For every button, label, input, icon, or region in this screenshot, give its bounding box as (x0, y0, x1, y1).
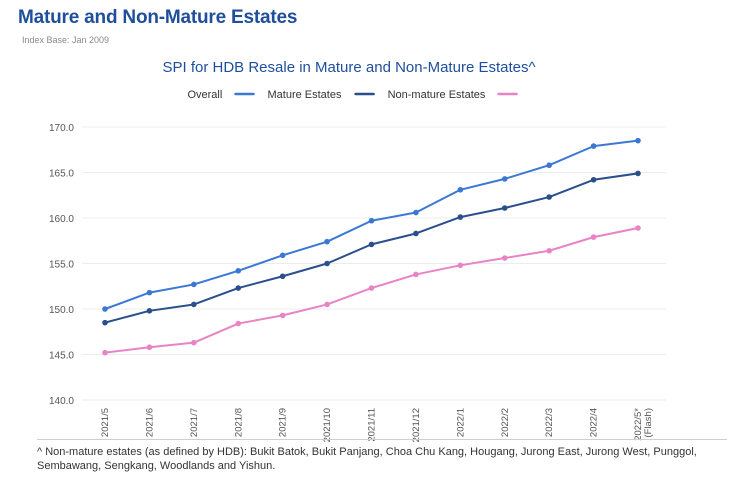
data-point[interactable] (590, 176, 597, 183)
data-point[interactable] (590, 234, 597, 240)
y-tick-label: 150.0 (49, 305, 74, 316)
data-point[interactable] (368, 241, 375, 248)
svg-text:2022/2: 2022/2 (500, 408, 511, 437)
data-point[interactable] (413, 209, 419, 216)
data-point[interactable] (501, 205, 508, 211)
legend-item[interactable]: Non-mature Estates (388, 89, 518, 101)
svg-text:2021/5: 2021/5 (100, 408, 111, 437)
y-tick-label: 140.0 (49, 396, 74, 407)
series-non_mature (102, 225, 641, 356)
chart-title: SPI for HDB Resale in Mature and Non-Mat… (162, 59, 535, 76)
data-point[interactable] (191, 301, 197, 308)
x-tick-label: 2022/3 (544, 408, 555, 437)
y-tick-label: 165.0 (49, 169, 74, 180)
data-point[interactable] (191, 281, 197, 288)
chart-series (102, 137, 641, 356)
svg-text:2021/11: 2021/11 (367, 408, 378, 442)
data-point[interactable] (546, 194, 552, 200)
data-point[interactable] (146, 289, 153, 296)
x-tick-label: 2021/5 (100, 408, 111, 437)
x-tick-label: 2022/5* (Flash) (633, 408, 654, 441)
data-point[interactable] (235, 320, 242, 327)
series-mature (102, 170, 641, 326)
index-base-note: Index Base: Jan 2009 (22, 35, 110, 45)
data-point[interactable] (635, 170, 641, 177)
data-point[interactable] (590, 143, 597, 149)
x-tick-label: 2021/10 (322, 408, 333, 442)
data-point[interactable] (546, 247, 552, 254)
y-tick-label: 160.0 (49, 214, 74, 225)
page-title: Mature and Non-Mature Estates (18, 7, 298, 28)
svg-text:2021/7: 2021/7 (189, 408, 200, 437)
data-point[interactable] (368, 285, 375, 291)
x-tick-label: 2021/8 (233, 408, 244, 437)
series-overall (102, 137, 641, 312)
y-axis: 140.0 145.0 150.0 155.0 160.0 165.0 170.0 (49, 123, 74, 407)
chart-legend: Overall Mature Estates Non-mature Estates (187, 89, 518, 101)
data-point[interactable] (457, 262, 464, 269)
svg-text:2022/3: 2022/3 (544, 408, 555, 437)
data-point[interactable] (457, 186, 464, 193)
svg-text:2022/4: 2022/4 (589, 408, 600, 437)
svg-text:2021/12: 2021/12 (411, 408, 422, 442)
y-tick-label: 170.0 (49, 123, 74, 134)
data-point[interactable] (279, 273, 286, 280)
data-point[interactable] (501, 176, 508, 182)
x-tick-label: 2021/9 (278, 408, 289, 437)
x-tick-label: 2022/2 (500, 408, 511, 437)
svg-text:2021/8: 2021/8 (233, 408, 244, 437)
footnote: ^ Non-mature estates (as defined by HDB)… (37, 446, 697, 472)
data-point[interactable] (501, 255, 508, 261)
data-point[interactable] (368, 217, 375, 224)
data-point[interactable] (546, 162, 552, 169)
data-point[interactable] (279, 312, 286, 319)
data-point[interactable] (413, 271, 419, 278)
x-tick-label: 2021/11 (367, 408, 378, 442)
data-point[interactable] (279, 252, 286, 259)
data-point[interactable] (324, 260, 330, 267)
legend-label: Mature Estates (268, 89, 342, 101)
legend-label: Non-mature Estates (388, 89, 486, 101)
svg-text:2021/9: 2021/9 (278, 408, 289, 437)
x-tick-label: 2022/1 (455, 408, 466, 437)
footnote-divider (37, 439, 727, 440)
svg-text:2021/10: 2021/10 (322, 408, 333, 442)
data-point[interactable] (324, 238, 330, 245)
x-tick-label: 2021/6 (144, 408, 155, 437)
data-point[interactable] (235, 285, 242, 291)
chart-grid (82, 126, 666, 401)
y-tick-label: 145.0 (49, 351, 74, 362)
series-line (104, 139, 639, 310)
data-point[interactable] (146, 344, 153, 351)
svg-text:2022/1: 2022/1 (455, 408, 466, 437)
svg-text:2021/6: 2021/6 (144, 408, 155, 437)
data-point[interactable] (635, 225, 641, 231)
legend-label: Overall (187, 89, 222, 101)
data-point[interactable] (413, 230, 419, 237)
x-tick-label: 2021/7 (189, 408, 200, 437)
y-tick-label: 155.0 (49, 260, 74, 271)
legend-item[interactable]: Overall (187, 89, 255, 101)
x-tick-label: 2021/12 (411, 408, 422, 442)
x-tick-label: 2022/4 (589, 408, 600, 437)
data-point[interactable] (324, 301, 330, 308)
data-point[interactable] (635, 137, 641, 144)
x-tick-note: (Flash) (643, 408, 654, 438)
data-point[interactable] (457, 214, 464, 220)
data-point[interactable] (102, 349, 108, 356)
data-point[interactable] (102, 306, 108, 312)
data-point[interactable] (191, 339, 197, 346)
legend-item[interactable]: Mature Estates (268, 89, 375, 101)
data-point[interactable] (102, 319, 108, 326)
data-point[interactable] (146, 308, 153, 314)
data-point[interactable] (235, 267, 242, 274)
x-axis: 2021/5 2021/6 2021/7 2021/8 2021/9 2021/10 202… (100, 408, 654, 443)
svg-text:2022/5*: 2022/5* (633, 408, 644, 441)
